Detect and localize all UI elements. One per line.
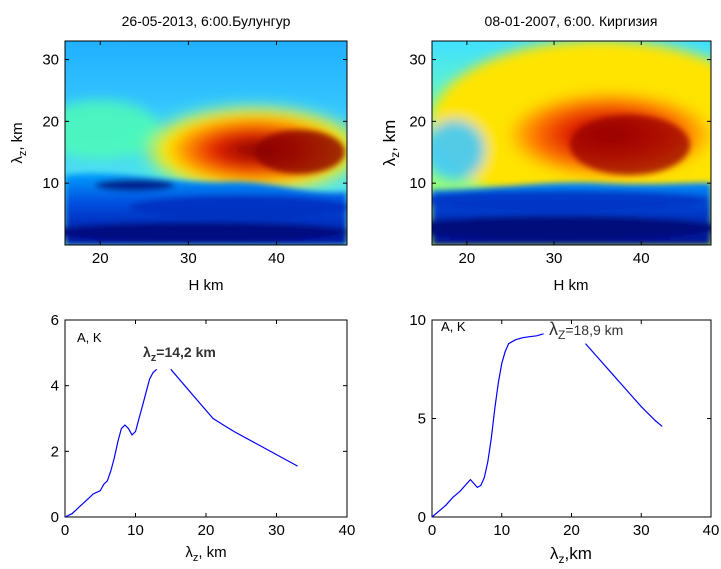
- heatmap-2: 08-01-2007, 6:00. Киргизия 20 30 40102030 …: [380, 13, 712, 294]
- series-line-1: [64, 368, 158, 518]
- series-line-1: [431, 333, 544, 518]
- y-tick-label: 0: [418, 509, 426, 526]
- heatmap-2-ylabel: λz, km: [380, 120, 402, 167]
- series-line-2: [585, 343, 663, 427]
- y-tick-label: 0: [51, 509, 59, 526]
- line-chart-2-ylabel: A, K: [441, 319, 466, 334]
- line-chart-1: 0 10 20 30 40 0 2 4 6 A, K λz=14,2 km λz, km: [51, 312, 356, 564]
- x-tick-label: 10: [493, 522, 510, 539]
- y-tick-label: 2: [51, 443, 59, 460]
- y-tick-label: 20: [409, 113, 426, 130]
- x-tick-label: 30: [546, 250, 563, 267]
- line-chart-2-axes: 0 10 20 30 40 0 5 10: [409, 312, 719, 539]
- heatmap-1-field: [65, 41, 347, 245]
- y-tick-label: 6: [51, 312, 59, 329]
- line-chart-1-series: [64, 368, 298, 518]
- line-chart-1-annotation: λz=14,2 km: [143, 344, 216, 364]
- x-tick-label: 0: [61, 522, 69, 539]
- y-tick-label: 4: [51, 378, 59, 395]
- heatmap-2-title: 08-01-2007, 6:00. Киргизия: [485, 13, 658, 29]
- y-tick-label: 10: [409, 312, 426, 329]
- line-chart-1-ylabel: A, K: [77, 330, 102, 345]
- line-chart-2-annotation: λZ=18,9 km: [549, 319, 623, 342]
- heatmap-2-xlabel: H km: [554, 277, 589, 294]
- heatmap-1: 26-05-2013, 6:00.Булунгур 20 30 40 10 20 30 H…: [9, 13, 348, 294]
- y-tick-label: 30: [42, 52, 59, 69]
- line-chart-1-axes: 0 10 20 30 40 0 2 4 6: [51, 312, 356, 539]
- x-tick-label: 20: [198, 522, 215, 539]
- y-tick-label: 20: [42, 113, 59, 130]
- heatmap-2-axes: 20 30 40 10 20 30: [409, 41, 711, 267]
- series-line-2: [170, 368, 298, 467]
- x-tick-label: 30: [180, 250, 197, 267]
- x-tick-label: 30: [268, 522, 285, 539]
- heatmap-1-xlabel: H km: [189, 277, 224, 294]
- heatmap-2-field: [432, 41, 711, 245]
- x-tick-label: 20: [563, 522, 580, 539]
- y-tick-label: 10: [42, 175, 59, 192]
- y-tick-label: 5: [418, 411, 426, 428]
- y-tick-label: 30: [409, 52, 426, 69]
- line-chart-2-xlabel: λz,km: [550, 544, 592, 566]
- x-tick-label: 40: [339, 522, 356, 539]
- x-tick-label: 40: [633, 250, 650, 267]
- x-tick-label: 40: [703, 522, 720, 539]
- x-tick-label: 30: [633, 522, 650, 539]
- heatmap-1-ylabel: λz, km: [9, 122, 29, 163]
- x-tick-label: 0: [428, 522, 436, 539]
- y-tick-label: 10: [409, 175, 426, 192]
- line-chart-2-series: [431, 333, 663, 518]
- x-tick-label: 40: [268, 250, 285, 267]
- x-tick-label: 20: [459, 250, 476, 267]
- x-tick-label: 10: [127, 522, 144, 539]
- heatmap-1-title: 26-05-2013, 6:00.Булунгур: [122, 13, 291, 29]
- x-tick-label: 20: [92, 250, 109, 267]
- line-chart-1-xlabel: λz, km: [185, 544, 226, 564]
- heatmap-1-axes: 20 30 40 10 20 30: [42, 41, 347, 267]
- line-chart-2: 0 10 20 30 40 0 5 10 A, K λZ=18,9 km λz,km: [409, 312, 719, 566]
